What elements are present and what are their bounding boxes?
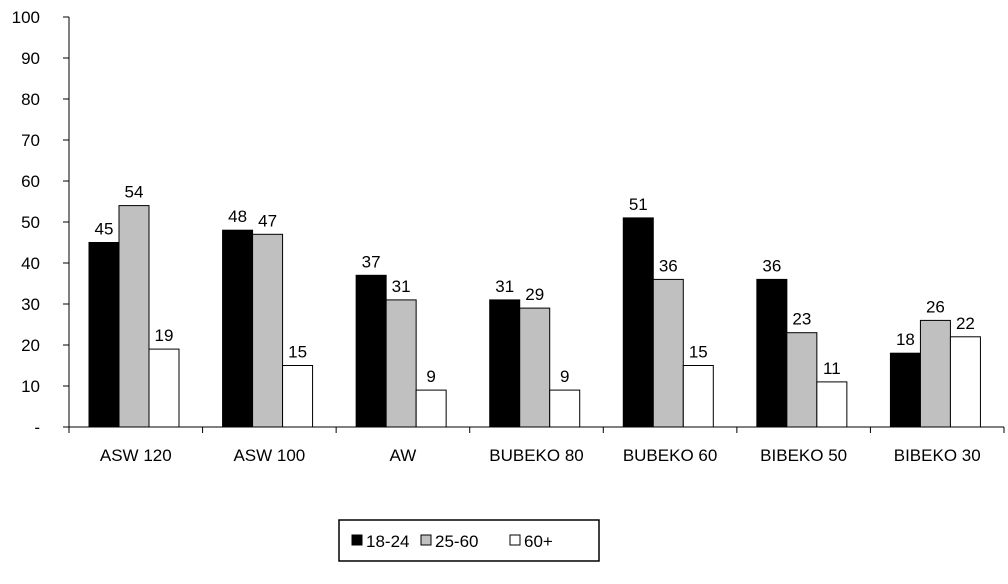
data-label: 36 bbox=[762, 256, 781, 275]
bar-18-24 bbox=[756, 278, 788, 428]
plot-area: - 10 20 30 40 50 60 70 80 90 100 45 48 37 31 51 36 18 54 47… bbox=[12, 8, 1005, 465]
y-tick-label: 80 bbox=[21, 90, 40, 109]
bar-60- bbox=[816, 381, 848, 428]
bar-60- bbox=[148, 348, 180, 428]
bar-25-60 bbox=[786, 332, 818, 428]
data-label: 11 bbox=[823, 359, 841, 378]
x-category-label: BUBEKO 80 bbox=[489, 446, 584, 465]
data-label: 9 bbox=[426, 367, 435, 386]
data-label: 15 bbox=[288, 343, 307, 362]
bar-18-24 bbox=[489, 299, 521, 428]
bar-18-24 bbox=[622, 217, 654, 428]
bar-25-60 bbox=[652, 278, 684, 428]
legend-label: 18-24 bbox=[366, 532, 409, 551]
y-tick-label: 40 bbox=[21, 254, 40, 273]
data-label: 54 bbox=[125, 183, 144, 202]
bar-18-24 bbox=[889, 352, 921, 428]
x-category-label: BIBEKO 30 bbox=[894, 446, 981, 465]
legend-swatch bbox=[509, 534, 521, 546]
bar-25-60 bbox=[252, 233, 284, 428]
data-label: 29 bbox=[525, 285, 544, 304]
y-tick-label: 100 bbox=[12, 8, 40, 27]
y-tick-label: 90 bbox=[21, 49, 40, 68]
x-category-label: ASW 120 bbox=[100, 446, 172, 465]
data-label: 9 bbox=[560, 367, 569, 386]
bar-60- bbox=[282, 365, 314, 428]
y-tick-label: 60 bbox=[21, 172, 40, 191]
bar-60- bbox=[549, 389, 581, 428]
data-label: 15 bbox=[689, 343, 708, 362]
y-tick-label: 50 bbox=[21, 213, 40, 232]
x-category-label: ASW 100 bbox=[233, 446, 305, 465]
bar-60- bbox=[682, 365, 714, 428]
data-label: 22 bbox=[956, 314, 975, 333]
data-label: 19 bbox=[155, 326, 174, 345]
x-category-label: AW bbox=[390, 446, 417, 465]
data-label: 36 bbox=[659, 256, 678, 275]
y-tick-label: 10 bbox=[21, 377, 40, 396]
bar-25-60 bbox=[118, 205, 150, 428]
bar-18-24 bbox=[355, 274, 387, 428]
x-category-label: BIBEKO 50 bbox=[760, 446, 847, 465]
data-label: 18 bbox=[896, 330, 915, 349]
data-label: 23 bbox=[792, 310, 811, 329]
bar-18-24 bbox=[222, 229, 254, 428]
legend-swatch bbox=[351, 534, 363, 546]
data-label: 51 bbox=[629, 195, 648, 214]
data-label: 47 bbox=[258, 211, 277, 230]
bar-60- bbox=[415, 389, 447, 428]
bar-60- bbox=[949, 336, 981, 428]
legend: 18-24 25-60 60+ bbox=[338, 519, 600, 562]
data-label: 31 bbox=[392, 277, 411, 296]
legend-label: 60+ bbox=[524, 532, 553, 551]
y-tick-label: - bbox=[34, 418, 40, 437]
bar-18-24 bbox=[88, 242, 120, 428]
y-tick-label: 30 bbox=[21, 295, 40, 314]
bar-25-60 bbox=[919, 319, 951, 428]
y-tick-label: 20 bbox=[21, 336, 40, 355]
bar-25-60 bbox=[519, 307, 551, 428]
legend-label: 25-60 bbox=[435, 532, 478, 551]
legend-swatch bbox=[420, 534, 432, 546]
data-label: 26 bbox=[926, 297, 945, 316]
data-label: 31 bbox=[495, 277, 514, 296]
data-label: 37 bbox=[362, 252, 381, 271]
legend-box bbox=[338, 519, 600, 562]
y-tick-label: 70 bbox=[21, 131, 40, 150]
bar-25-60 bbox=[385, 299, 417, 428]
x-category-label: BUBEKO 60 bbox=[623, 446, 718, 465]
data-label: 48 bbox=[228, 207, 247, 226]
data-label: 45 bbox=[95, 220, 114, 239]
